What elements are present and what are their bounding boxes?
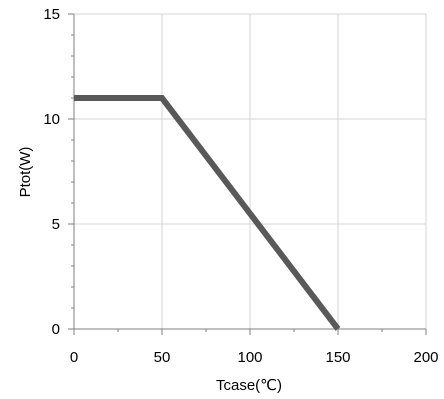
y-tick-label-15: 15 (43, 6, 60, 23)
y-axis-title: Ptot(W) (17, 147, 34, 198)
y-tick-label-10: 10 (43, 111, 60, 128)
x-tick-label-0: 0 (70, 349, 78, 366)
x-tick-label-150: 150 (325, 349, 350, 366)
x-axis-title: Tcase(℃) (216, 377, 282, 394)
tick-labels: 0 50 100 150 200 0 5 10 15 (43, 6, 438, 366)
y-tick-label-0: 0 (52, 321, 60, 338)
series-lines (74, 95, 341, 331)
series-line-0 (74, 95, 341, 331)
axes (73, 14, 426, 330)
grid-lines (74, 13, 427, 329)
x-tick-label-100: 100 (237, 349, 262, 366)
y-tick-label-5: 5 (52, 216, 60, 233)
x-tick-label-200: 200 (413, 349, 438, 366)
x-tick-label-50: 50 (154, 349, 171, 366)
